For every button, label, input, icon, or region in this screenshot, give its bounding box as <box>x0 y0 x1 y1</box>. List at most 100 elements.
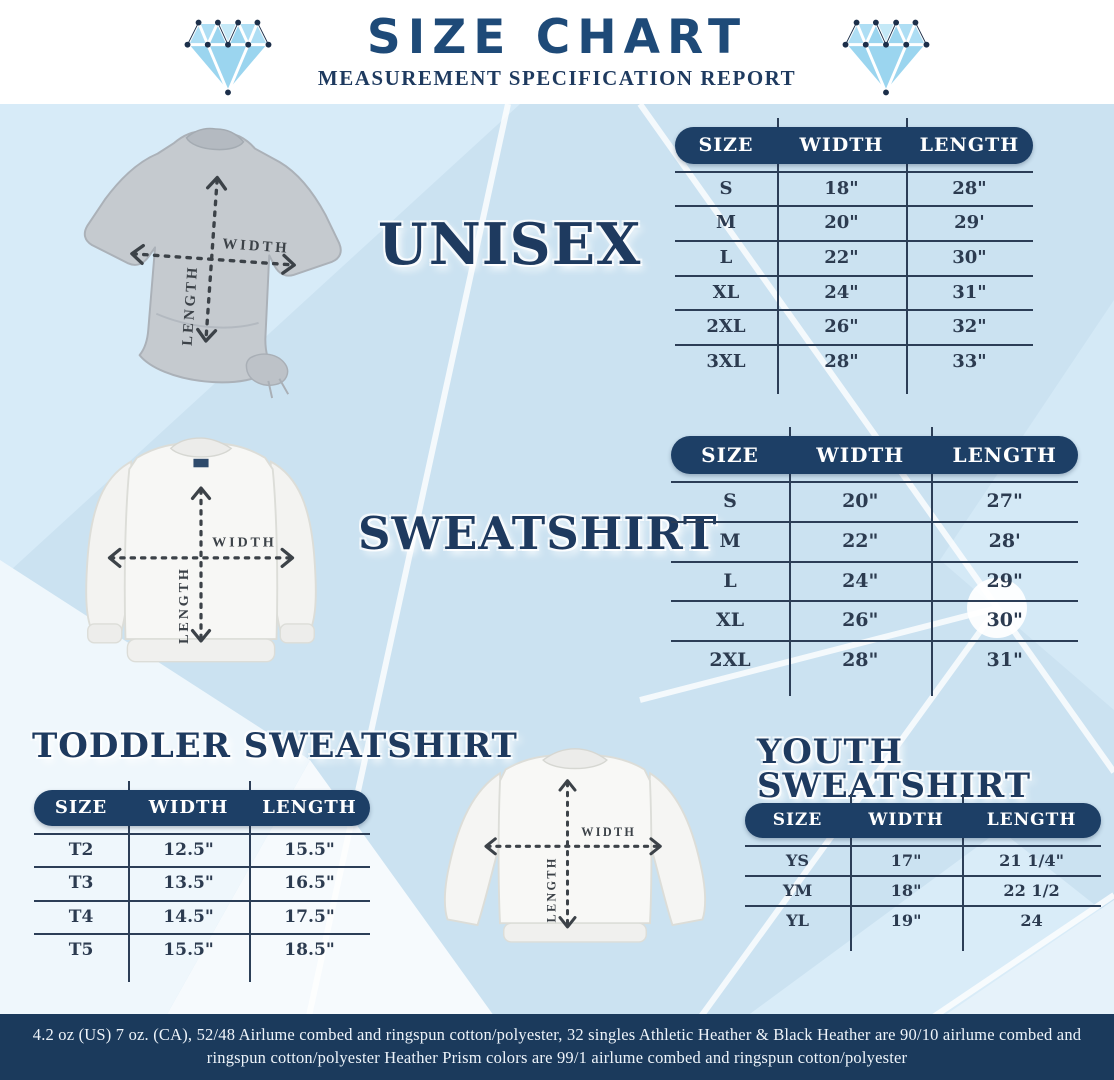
width-label: WIDTH <box>581 825 636 839</box>
table-row: S 20" 27" <box>671 481 1078 521</box>
column-header: SIZE <box>772 810 823 830</box>
table-cell: 17" <box>890 850 922 870</box>
table-cell: 2XL <box>709 649 751 671</box>
table-row: XL 26" 30" <box>671 600 1078 640</box>
measurement-cross <box>130 175 296 343</box>
table-cell: 13.5" <box>163 873 214 894</box>
tshirt-image: WIDTH LENGTH <box>83 127 342 399</box>
table-row: YL 19" 24 <box>745 905 1101 935</box>
page-title: SIZE CHART <box>366 10 748 66</box>
table-cell: 22" <box>824 246 859 268</box>
table-column-divider <box>962 794 965 952</box>
table-row: M 22" 28' <box>671 520 1078 561</box>
table-header: SIZE WIDTH LENGTH <box>34 790 370 826</box>
table-cell: M <box>716 212 736 234</box>
table-cell: T3 <box>68 873 94 894</box>
table-cell: 20" <box>824 212 859 234</box>
toddler-sweatshirt-heading: TODDLER SWEATSHIRT <box>32 726 518 766</box>
column-header: LENGTH <box>919 134 1020 156</box>
column-header: WIDTH <box>868 810 944 830</box>
table-cell: 32" <box>952 316 987 338</box>
column-header: SIZE <box>54 797 108 818</box>
table-row: T4 14.5" 17.5" <box>34 899 370 933</box>
table-cell: 31" <box>952 281 987 303</box>
table-cell: 19" <box>890 911 922 931</box>
table-cell: L <box>723 569 737 592</box>
youth-size-table: SIZE WIDTH LENGTH YS 17" 21 1/4" YM 18" 22 1/2 Y… <box>745 794 1101 952</box>
table-cell: 28" <box>952 177 987 199</box>
sweatshirt-image: WIDTH LENGTH <box>85 437 317 663</box>
table-header: SIZE WIDTH LENGTH <box>671 436 1078 474</box>
table-cell: 18" <box>824 177 859 199</box>
table-cell: 22 1/2 <box>1003 880 1060 900</box>
table-row: S 18" 28" <box>675 170 1033 206</box>
table-row: T5 15.5" 18.5" <box>34 932 370 966</box>
column-header: WIDTH <box>816 443 905 467</box>
header: SIZE CHART MEASUREMENT SPECIFICATION REP… <box>0 0 1114 104</box>
column-header: WIDTH <box>148 797 229 818</box>
table-cell: 2XL <box>706 316 746 338</box>
measurement-cross <box>484 779 662 929</box>
toddler-size-table: SIZE WIDTH LENGTH T2 12.5" 15.5" T3 13.5" 16.5"… <box>34 781 370 983</box>
table-cell: 18" <box>890 880 922 900</box>
table-cell: 24" <box>824 281 859 303</box>
table-cell: YL <box>786 911 809 931</box>
unisex-heading: UNISEX <box>378 211 642 278</box>
table-cell: 17.5" <box>284 906 335 927</box>
table-cell: 24 <box>1020 911 1043 931</box>
table-header: SIZE WIDTH LENGTH <box>675 127 1033 164</box>
table-row: 2XL 26" 32" <box>675 309 1033 344</box>
footer-line: 4.2 oz (US) 7 oz. (CA), 52/48 Airlume co… <box>32 1025 1082 1045</box>
length-label: LENGTH <box>176 566 192 644</box>
table-cell: 28" <box>842 649 879 671</box>
diamond-icon <box>842 19 930 96</box>
column-header: LENGTH <box>262 797 357 818</box>
table-cell: XL <box>715 609 745 632</box>
table-cell: 18.5" <box>284 939 335 960</box>
table-column-divider <box>777 118 780 395</box>
sweatshirt-size-table: SIZE WIDTH LENGTH S 20" 27" M 22" 28' L 24" 29" XL 2… <box>671 427 1078 696</box>
table-header: SIZE WIDTH LENGTH <box>745 803 1101 838</box>
table-body: S 20" 27" M 22" 28' L 24" 29" XL 26" 30" 2XL 28" 31" <box>671 481 1078 680</box>
column-header: SIZE <box>698 134 754 156</box>
table-cell: 26" <box>824 316 859 338</box>
table-row: T2 12.5" 15.5" <box>34 832 370 866</box>
table-cell: XL <box>712 281 740 303</box>
table-cell: 20" <box>842 490 879 512</box>
table-cell: 30" <box>986 609 1023 632</box>
table-cell: T4 <box>68 906 94 927</box>
table-cell: 30" <box>952 246 987 268</box>
table-cell: 12.5" <box>163 839 214 860</box>
table-cell: 16.5" <box>284 873 335 894</box>
table-column-divider <box>850 794 853 952</box>
table-row: L 24" 29" <box>671 560 1078 601</box>
length-label: LENGTH <box>180 264 202 346</box>
column-header: LENGTH <box>952 443 1057 467</box>
unisex-size-table: SIZE WIDTH LENGTH S 18" 28" M 20" 29' L 22" 30" XL 2… <box>675 118 1033 395</box>
table-body: T2 12.5" 15.5" T3 13.5" 16.5" T4 14.5" 17.5" T5 15… <box>34 832 370 966</box>
table-cell: 3XL <box>706 350 746 372</box>
table-row: L 22" 30" <box>675 239 1033 275</box>
table-cell: T5 <box>68 939 94 960</box>
table-cell: 21 1/4" <box>999 850 1064 870</box>
table-cell: 22" <box>842 529 879 552</box>
table-column-divider <box>905 118 908 395</box>
table-cell: 26" <box>842 609 879 632</box>
column-header: LENGTH <box>986 810 1077 830</box>
table-column-divider <box>249 781 252 983</box>
table-row: 3XL 28" 33" <box>675 343 1033 379</box>
table-cell: 29" <box>986 569 1023 592</box>
page-subtitle: MEASUREMENT SPECIFICATION REPORT <box>317 65 797 90</box>
table-cell: 28' <box>988 529 1021 552</box>
youth-sweatshirt-heading: YOUTH SWEATSHIRT <box>757 732 1032 806</box>
table-row: 2XL 28" 31" <box>671 640 1078 680</box>
table-cell: S <box>723 490 737 512</box>
column-header: SIZE <box>701 443 759 467</box>
table-cell: 27" <box>986 490 1023 512</box>
table-cell: 24" <box>842 569 879 592</box>
table-cell: 33" <box>952 350 987 372</box>
table-cell: S <box>719 177 733 199</box>
table-cell: 15.5" <box>284 839 335 860</box>
table-cell: 31" <box>986 649 1023 671</box>
